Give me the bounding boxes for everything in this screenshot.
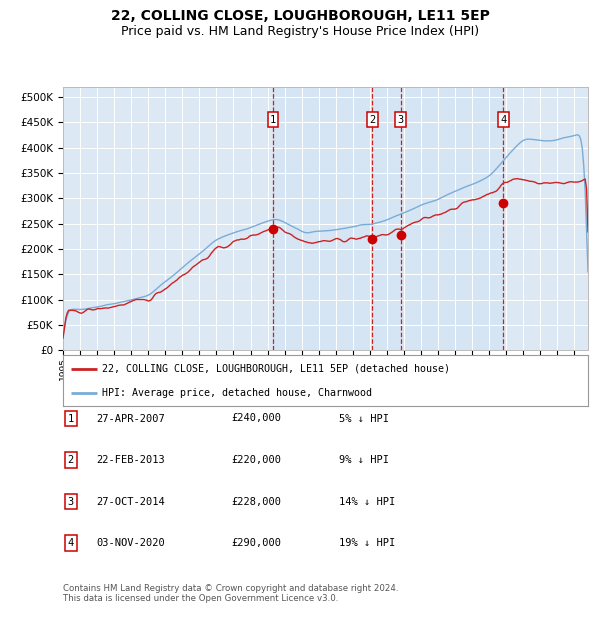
Text: Contains HM Land Registry data © Crown copyright and database right 2024.
This d: Contains HM Land Registry data © Crown c… xyxy=(63,584,398,603)
Text: 3: 3 xyxy=(68,497,74,507)
Text: 22-FEB-2013: 22-FEB-2013 xyxy=(96,455,165,465)
Text: 2: 2 xyxy=(68,455,74,465)
Text: 27-OCT-2014: 27-OCT-2014 xyxy=(96,497,165,507)
Text: 03-NOV-2020: 03-NOV-2020 xyxy=(96,538,165,548)
Text: 19% ↓ HPI: 19% ↓ HPI xyxy=(339,538,395,548)
Text: £220,000: £220,000 xyxy=(231,455,281,465)
Text: 9% ↓ HPI: 9% ↓ HPI xyxy=(339,455,389,465)
Text: £240,000: £240,000 xyxy=(231,414,281,423)
Text: 14% ↓ HPI: 14% ↓ HPI xyxy=(339,497,395,507)
Text: 1: 1 xyxy=(68,414,74,423)
Text: £228,000: £228,000 xyxy=(231,497,281,507)
Text: HPI: Average price, detached house, Charnwood: HPI: Average price, detached house, Char… xyxy=(103,388,373,399)
Text: £290,000: £290,000 xyxy=(231,538,281,548)
Text: 4: 4 xyxy=(68,538,74,548)
Text: 3: 3 xyxy=(398,115,404,125)
Text: 27-APR-2007: 27-APR-2007 xyxy=(96,414,165,423)
Text: 1: 1 xyxy=(270,115,276,125)
Bar xyxy=(273,87,503,350)
Text: Price paid vs. HM Land Registry's House Price Index (HPI): Price paid vs. HM Land Registry's House … xyxy=(121,25,479,38)
Text: 4: 4 xyxy=(500,115,506,125)
Text: 5% ↓ HPI: 5% ↓ HPI xyxy=(339,414,389,423)
Text: 22, COLLING CLOSE, LOUGHBOROUGH, LE11 5EP (detached house): 22, COLLING CLOSE, LOUGHBOROUGH, LE11 5E… xyxy=(103,364,451,374)
Text: 22, COLLING CLOSE, LOUGHBOROUGH, LE11 5EP: 22, COLLING CLOSE, LOUGHBOROUGH, LE11 5E… xyxy=(110,9,490,24)
Text: 2: 2 xyxy=(369,115,376,125)
